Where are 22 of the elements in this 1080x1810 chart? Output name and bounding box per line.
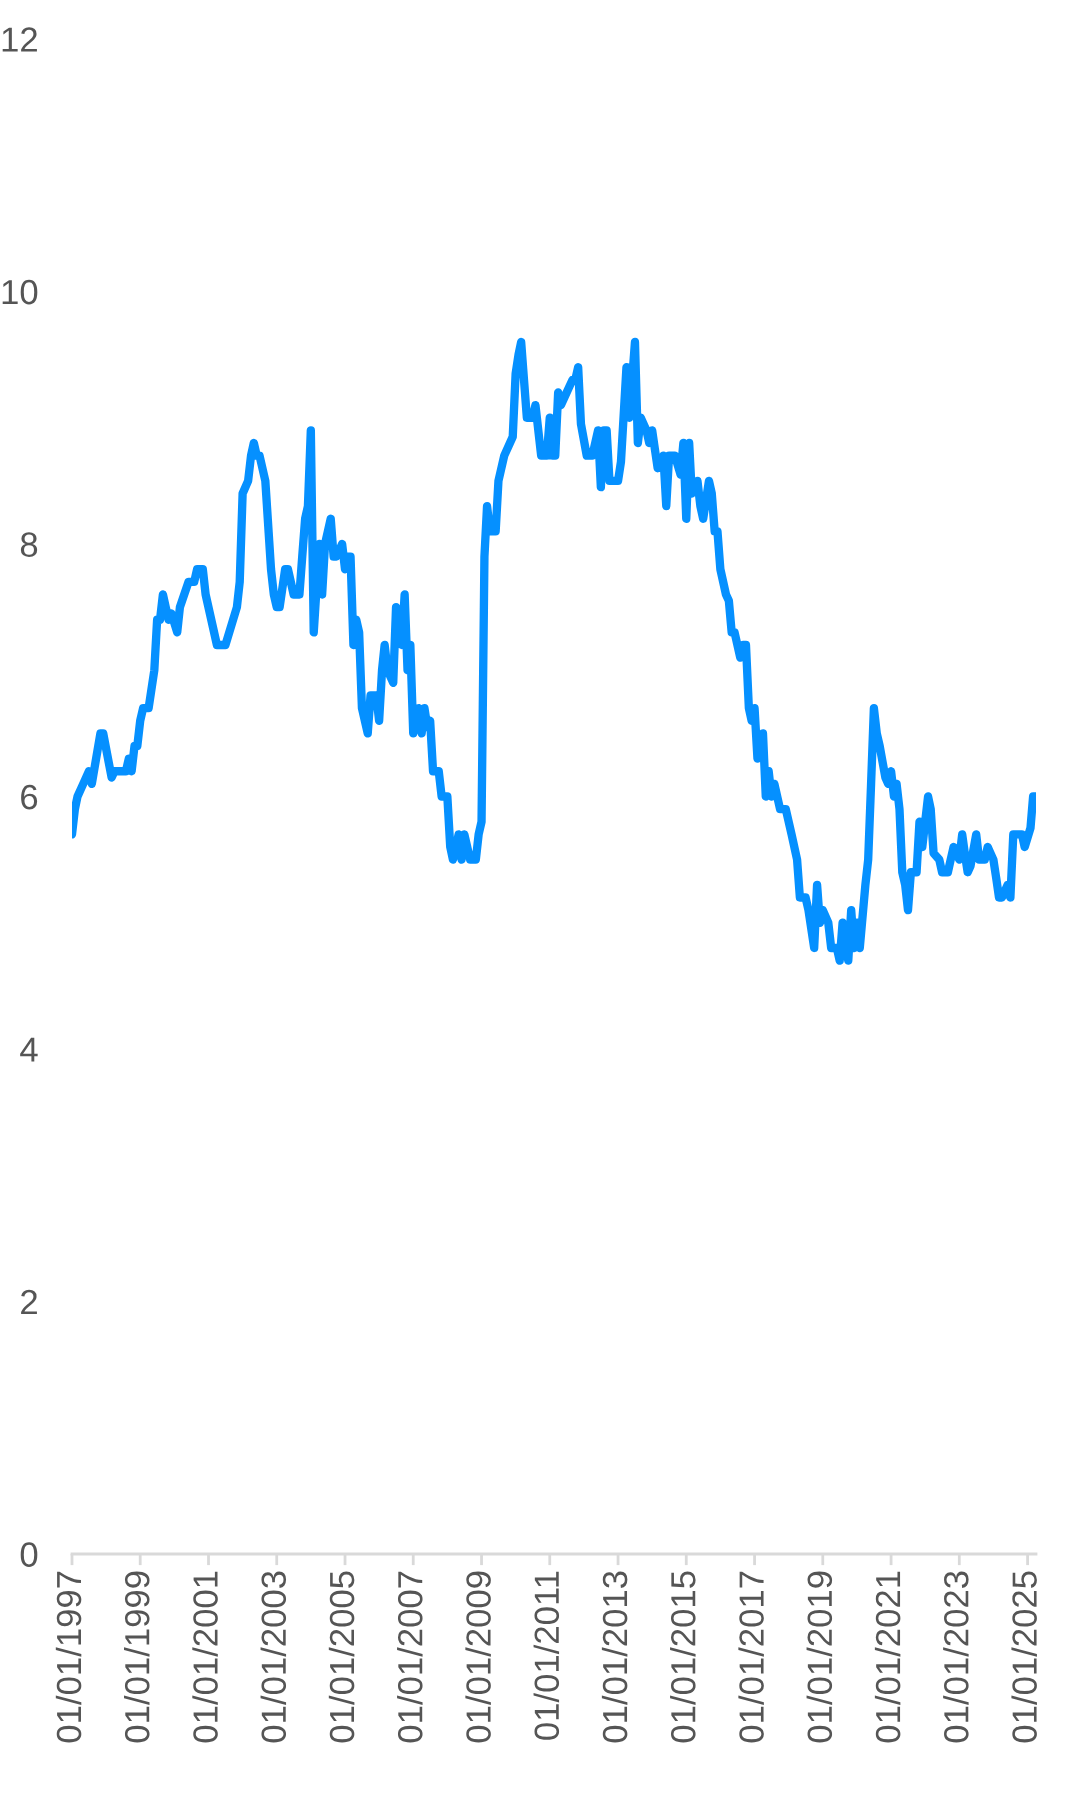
x-tick-label: 01/01/2011 bbox=[533, 1571, 560, 1740]
x-tick-label: 01/01/2007 bbox=[397, 1571, 423, 1743]
y-tick-label: 4 bbox=[20, 1037, 38, 1062]
y-tick-label: 10 bbox=[2, 279, 38, 305]
x-tick-label: 01/01/1999 bbox=[124, 1571, 150, 1743]
x-tick-label: 01/01/1997 bbox=[55, 1571, 82, 1743]
y-tick-label: 12 bbox=[2, 27, 37, 52]
y-tick-label: 6 bbox=[21, 784, 38, 810]
x-tick-label: 01/01/2019 bbox=[806, 1571, 833, 1743]
x-tick-label: 01/01/2021 bbox=[874, 1571, 901, 1743]
x-tick-label: 01/01/2001 bbox=[192, 1571, 218, 1743]
x-tick-label: 01/01/2015 bbox=[670, 1571, 696, 1743]
x-tick-label: 01/01/2023 bbox=[943, 1571, 969, 1743]
x-tick-label: 01/01/2005 bbox=[328, 1571, 355, 1743]
y-tick-label: 2 bbox=[21, 1289, 37, 1315]
x-tick-label: 01/01/2013 bbox=[601, 1571, 628, 1743]
x-tick-label: 01/01/2025 bbox=[1011, 1571, 1037, 1743]
x-tick-label: 01/01/2017 bbox=[738, 1571, 764, 1743]
x-tick-label: 01/01/2009 bbox=[465, 1571, 491, 1743]
x-tick-label: 01/01/2003 bbox=[260, 1571, 287, 1743]
y-tick-label: 8 bbox=[20, 532, 38, 557]
y-tick-label: 0 bbox=[20, 1542, 38, 1567]
